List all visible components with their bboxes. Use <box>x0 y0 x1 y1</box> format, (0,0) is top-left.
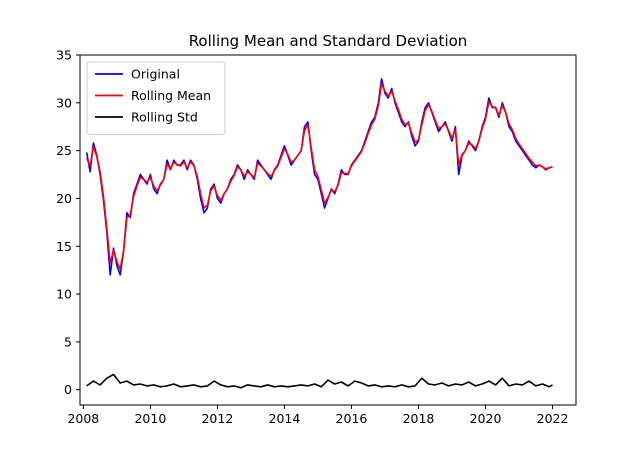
y-axis: 0 5 10 15 20 25 30 35 <box>56 48 80 397</box>
x-axis: 2008 2010 2012 2014 2016 2018 2020 2022 <box>67 405 568 426</box>
y-tick-label: 30 <box>56 95 72 110</box>
y-tick-label: 5 <box>64 334 72 349</box>
x-tick-label: 2022 <box>537 411 569 426</box>
series-line-rolling-std <box>86 373 553 389</box>
legend: Original Rolling Mean Rolling Std <box>86 61 226 135</box>
chart-title: Rolling Mean and Standard Deviation <box>189 32 468 50</box>
x-tick-label: 2012 <box>201 411 233 426</box>
y-tick-label: 20 <box>56 191 72 206</box>
y-tick-label: 35 <box>56 48 72 63</box>
series-line-rolling-mean <box>85 82 553 271</box>
legend-label: Rolling Std <box>131 110 198 125</box>
series-group <box>85 78 553 389</box>
x-tick-label: 2016 <box>336 411 368 426</box>
x-tick-label: 2020 <box>470 411 502 426</box>
legend-label: Rolling Mean <box>131 88 211 103</box>
y-tick-label: 25 <box>56 143 72 158</box>
y-tick-label: 15 <box>56 239 72 254</box>
chart-title-group: Rolling Mean and Standard Deviation <box>189 32 468 50</box>
x-tick-label: 2014 <box>269 411 301 426</box>
y-tick-label: 10 <box>56 287 72 302</box>
plot-frame <box>79 54 577 406</box>
y-tick-label: 0 <box>64 382 72 397</box>
x-tick-label: 2010 <box>134 411 166 426</box>
legend-label: Original <box>131 67 180 82</box>
x-tick-label: 2018 <box>403 411 435 426</box>
x-tick-label: 2008 <box>67 411 99 426</box>
